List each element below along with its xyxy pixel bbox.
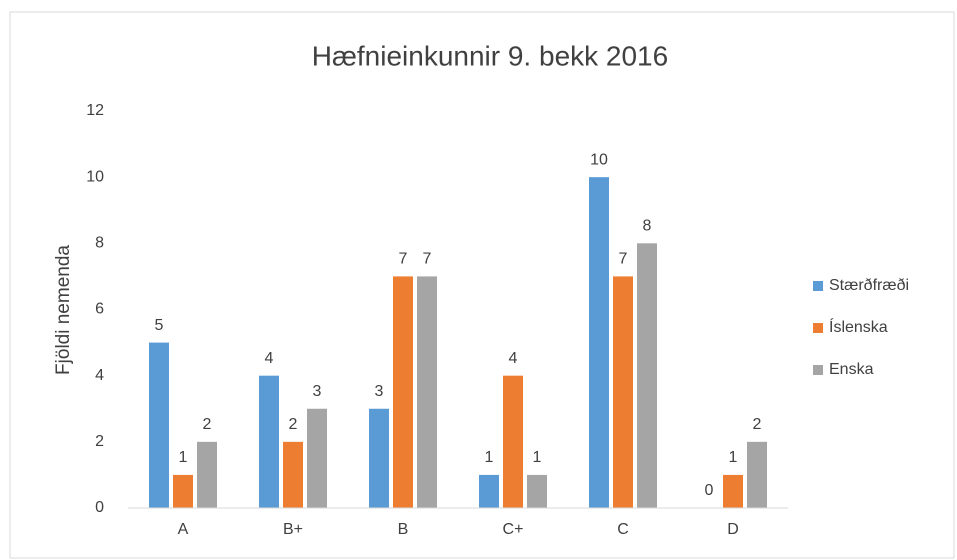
data-label: 7 <box>399 251 408 268</box>
bar <box>723 474 743 508</box>
y-tick-label: 0 <box>95 499 104 516</box>
data-label: 3 <box>313 383 322 400</box>
legend-label: Íslenska <box>829 317 888 336</box>
bar <box>637 243 657 509</box>
data-label: 2 <box>753 416 762 433</box>
bar <box>417 276 437 508</box>
y-axis-label: Fjöldi nemenda <box>53 245 74 375</box>
bar <box>479 474 499 508</box>
legend-swatch <box>813 365 823 375</box>
data-label: 7 <box>423 251 432 268</box>
x-tick-label: C <box>617 521 629 538</box>
y-tick-label: 12 <box>86 102 104 119</box>
x-tick-label: A <box>178 521 189 538</box>
bar <box>613 276 633 508</box>
legend-swatch <box>813 281 823 291</box>
x-tick-label: B+ <box>283 521 303 538</box>
data-label: 1 <box>179 449 188 466</box>
x-tick-label: D <box>727 521 739 538</box>
data-label: 5 <box>155 317 164 334</box>
y-tick-label: 10 <box>86 168 104 185</box>
data-label: 8 <box>643 218 652 235</box>
data-label: 1 <box>485 449 494 466</box>
x-tick-label: B <box>398 521 409 538</box>
y-tick-label: 6 <box>95 301 104 318</box>
bar <box>197 441 217 508</box>
y-tick-label: 2 <box>95 433 104 450</box>
bar <box>527 474 547 508</box>
bar <box>589 177 609 508</box>
legend-label: Enska <box>829 361 874 378</box>
bar <box>747 441 767 508</box>
data-label: 10 <box>590 151 608 168</box>
bar <box>393 276 413 508</box>
data-label: 3 <box>375 383 384 400</box>
data-label: 7 <box>619 251 628 268</box>
bar <box>369 408 389 508</box>
data-label: 2 <box>289 416 298 433</box>
bar <box>503 375 523 508</box>
bar <box>283 441 303 508</box>
bar <box>307 408 327 508</box>
data-label: 0 <box>705 482 714 499</box>
y-tick-label: 4 <box>95 367 104 384</box>
legend-swatch <box>813 323 823 333</box>
bar <box>149 342 169 508</box>
data-label: 2 <box>203 416 212 433</box>
data-label: 1 <box>729 449 738 466</box>
legend-label: Stærðfræði <box>829 277 909 294</box>
data-label: 4 <box>265 350 274 367</box>
x-tick-label: C+ <box>503 521 524 538</box>
data-label: 4 <box>509 350 518 367</box>
bar <box>259 375 279 508</box>
bar <box>173 474 193 508</box>
chart-title: Hæfnieinkunnir 9. bekk 2016 <box>312 40 668 71</box>
y-tick-label: 8 <box>95 235 104 252</box>
data-label: 1 <box>533 449 542 466</box>
